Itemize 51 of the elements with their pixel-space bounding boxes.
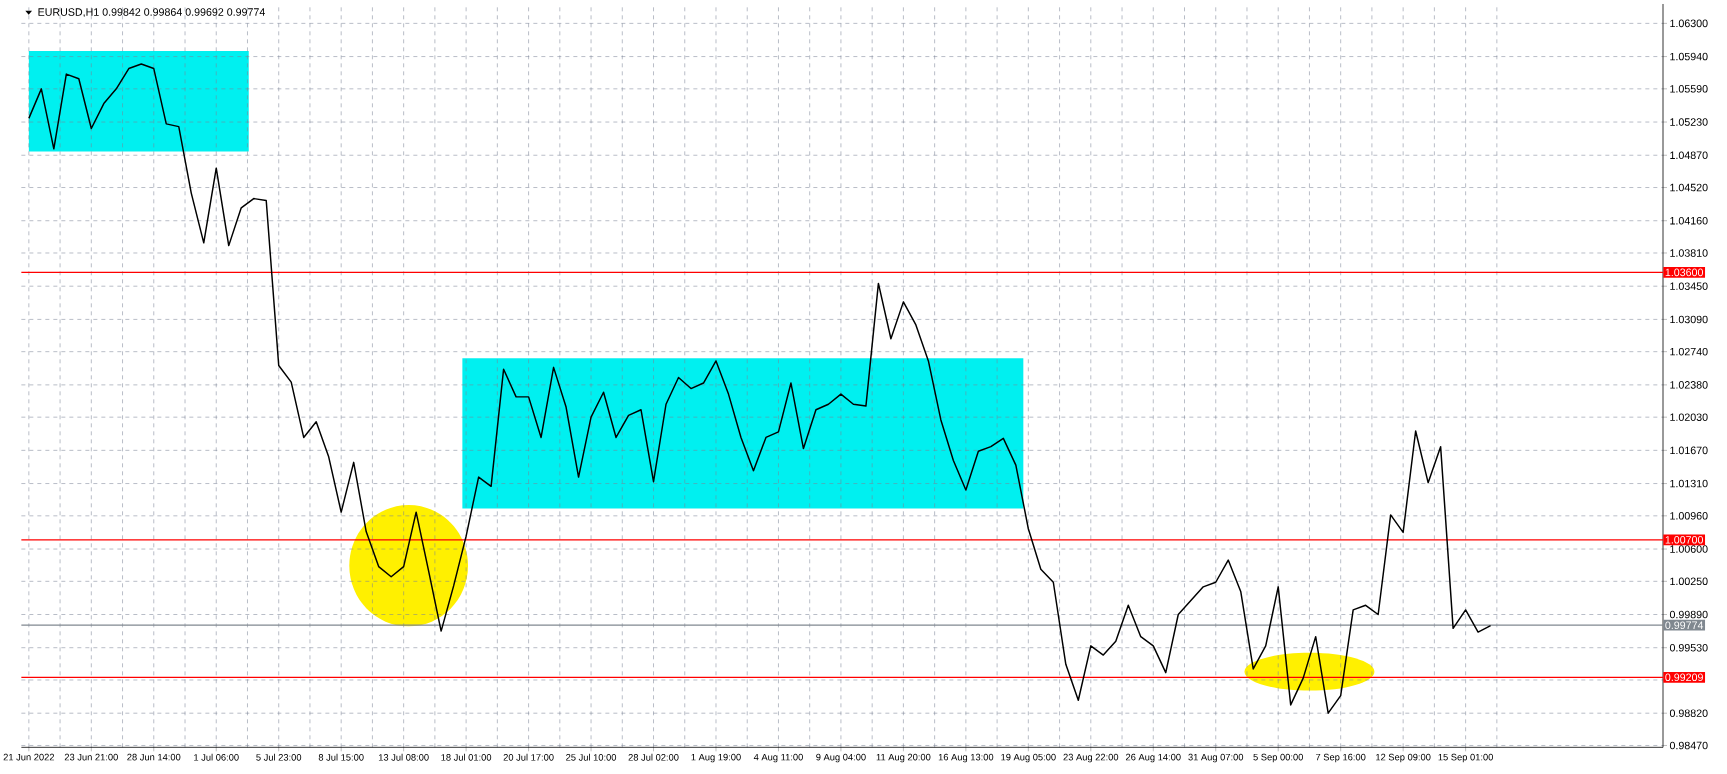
y-tick-label: 1.03450 bbox=[1670, 282, 1708, 290]
x-tick-label: 5 Jul 23:00 bbox=[256, 753, 302, 761]
ref-line-label: 0.99209 bbox=[1665, 673, 1703, 682]
x-tick-label: 9 Aug 04:00 bbox=[816, 753, 866, 763]
x-tick-label: 19 Aug 05:00 bbox=[1001, 753, 1056, 763]
ref-line-label: 1.00700 bbox=[1665, 536, 1704, 544]
x-tick-label: 5 Sep 00:00 bbox=[1253, 753, 1303, 763]
x-tick-label: 4 Aug 11:00 bbox=[753, 753, 803, 763]
y-tick-label: 1.04870 bbox=[1670, 151, 1708, 160]
x-tick-label: 7 Sep 16:00 bbox=[1315, 753, 1366, 763]
y-tick-label: 1.02740 bbox=[1670, 347, 1708, 356]
y-tick-label: 1.04160 bbox=[1670, 216, 1708, 225]
x-tick-label: 16 Aug 13:00 bbox=[938, 753, 994, 763]
ref-line-label: 0.99774 bbox=[1665, 621, 1704, 629]
y-tick-label: 1.01310 bbox=[1670, 479, 1708, 488]
y-tick-label: 1.02380 bbox=[1670, 381, 1708, 389]
y-tick-label: 0.98820 bbox=[1669, 709, 1708, 717]
x-tick-label: 8 Jul 15:00 bbox=[318, 753, 364, 761]
x-tick-label: 15 Sep 01:00 bbox=[1438, 753, 1493, 763]
x-tick-label: 1 Aug 19:00 bbox=[691, 753, 741, 763]
x-tick-label: 1 Jul 06:00 bbox=[194, 753, 239, 761]
x-tick-label: 18 Jul 01:00 bbox=[441, 753, 492, 761]
x-tick-label: 31 Aug 07:00 bbox=[1188, 753, 1244, 763]
x-tick-label: 11 Aug 20:00 bbox=[876, 753, 931, 763]
y-tick-label: 1.01670 bbox=[1670, 446, 1708, 455]
y-tick-label: 0.99530 bbox=[1669, 643, 1708, 652]
y-tick-label: 1.06300 bbox=[1670, 19, 1708, 28]
x-tick-label: 23 Aug 22:00 bbox=[1063, 753, 1119, 763]
x-tick-label: 25 Jul 10:00 bbox=[566, 753, 617, 761]
x-tick-label: 28 Jul 02:00 bbox=[628, 753, 679, 761]
x-tick-label: 21 Jun 2022 bbox=[3, 753, 55, 761]
y-tick-label: 1.05940 bbox=[1670, 52, 1708, 61]
ref-line-label: 1.03600 bbox=[1665, 268, 1704, 277]
x-tick-label: 13 Jul 08:00 bbox=[378, 753, 429, 761]
x-tick-label: 23 Jun 21:00 bbox=[64, 753, 118, 761]
y-tick-label: 1.00600 bbox=[1670, 545, 1708, 553]
x-tick-label: 28 Jun 14:00 bbox=[127, 753, 181, 761]
chart-title: EURUSD,H1 0.99842 0.99864 0.99692 0.99774 bbox=[38, 8, 265, 18]
x-tick-label: 20 Jul 17:00 bbox=[503, 753, 554, 761]
x-tick-label: 26 Aug 14:00 bbox=[1125, 753, 1181, 763]
x-tick-label: 12 Sep 09:00 bbox=[1376, 753, 1431, 763]
y-tick-label: 1.03090 bbox=[1670, 315, 1708, 324]
y-tick-label: 1.00250 bbox=[1670, 577, 1708, 586]
y-tick-label: 1.05590 bbox=[1670, 85, 1708, 93]
y-tick-label: 1.05230 bbox=[1670, 118, 1708, 126]
y-tick-label: 0.99890 bbox=[1669, 610, 1708, 619]
y-tick-label: 1.04520 bbox=[1670, 183, 1708, 192]
y-tick-label: 1.02030 bbox=[1670, 413, 1708, 421]
y-tick-label: 1.03810 bbox=[1670, 249, 1708, 257]
y-tick-label: 0.98470 bbox=[1669, 741, 1708, 750]
y-tick-label: 1.00960 bbox=[1670, 512, 1708, 520]
